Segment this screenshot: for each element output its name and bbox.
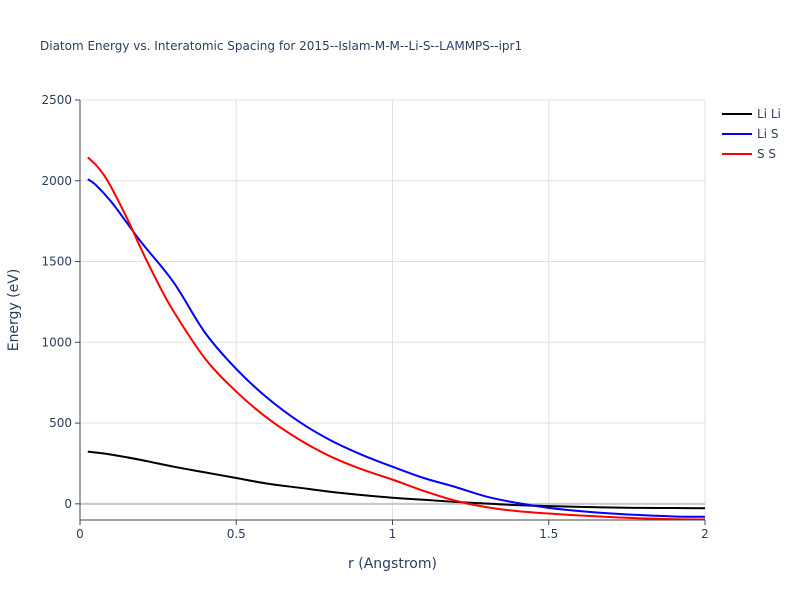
legend-label: Li S: [757, 127, 778, 141]
series-line-li-li: [87, 450, 706, 510]
y-tick-label: 1000: [41, 335, 72, 349]
x-tick-label: 0.5: [227, 527, 246, 541]
legend-item-s-s[interactable]: S S: [722, 147, 776, 161]
chart-title: Diatom Energy vs. Interatomic Spacing fo…: [40, 39, 522, 53]
x-tick-label: 2: [701, 527, 709, 541]
x-tick-label: 0: [76, 527, 84, 541]
grid: [80, 99, 706, 520]
y-tick-label: 2500: [41, 93, 72, 107]
plot-area: [87, 156, 706, 521]
x-axis-title: r (Angstrom): [348, 556, 437, 572]
legend-label: S S: [757, 147, 776, 161]
y-tick-label: 0: [64, 497, 72, 511]
legend-label: Li Li: [757, 107, 781, 121]
legend[interactable]: Li Li Li S S S: [722, 107, 781, 161]
series-line-s-s: [87, 156, 706, 521]
y-axis-title: Energy (eV): [6, 269, 22, 352]
axes: 0 0.5 1 1.5 2 0 500 1000 1500 2000 2500: [41, 93, 708, 541]
y-tick-label: 1500: [41, 255, 72, 269]
y-tick-label: 2000: [41, 174, 72, 188]
y-tick-label: 500: [49, 416, 72, 430]
x-tick-label: 1: [389, 527, 397, 541]
series-line-li-s: [87, 178, 706, 518]
x-tick-label: 1.5: [539, 527, 558, 541]
legend-item-li-li[interactable]: Li Li: [722, 107, 781, 121]
legend-item-li-s[interactable]: Li S: [722, 127, 778, 141]
